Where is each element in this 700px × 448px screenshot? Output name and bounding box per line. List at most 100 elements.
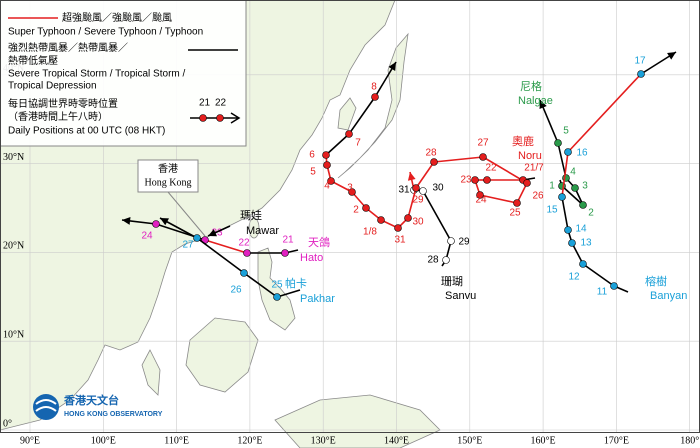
day-label: 5 xyxy=(310,167,316,178)
new-guinea-edge xyxy=(274,394,441,448)
legend-typhoon-en: Super Typhoon / Severe Typhoon / Typhoon xyxy=(8,27,203,38)
day-label: 25 xyxy=(271,280,283,291)
day-label: 7 xyxy=(355,138,361,149)
daily-position xyxy=(579,201,587,209)
day-label: 2 xyxy=(353,205,359,216)
daily-position xyxy=(579,260,587,268)
track-segment xyxy=(479,194,518,204)
daily-position xyxy=(479,153,487,161)
hong-kong-zh: 香港 xyxy=(158,163,178,175)
legend-sample-dot xyxy=(199,114,207,122)
korea xyxy=(337,97,357,131)
borneo xyxy=(185,317,259,393)
daily-position xyxy=(442,256,450,264)
logo-zh: 香港天文台 xyxy=(63,393,119,407)
storm-name-en: Banyan xyxy=(650,290,687,302)
legend-daily-zh-2: （香港時間上午八時） xyxy=(8,110,108,123)
track-segment xyxy=(571,242,584,265)
daily-position xyxy=(430,158,438,166)
day-label: 21 xyxy=(282,235,294,246)
daily-position xyxy=(327,177,335,185)
longitude-label: 160°E xyxy=(531,435,556,446)
storm-name-en: Sanvu xyxy=(445,290,476,302)
track-arrow xyxy=(122,217,131,225)
day-label: 16 xyxy=(576,148,588,159)
daily-position xyxy=(404,214,412,222)
daily-position xyxy=(240,269,248,277)
legend-daily-zh-1: 每日協調世界時零時位置 xyxy=(8,97,118,110)
day-label: 6 xyxy=(309,150,315,161)
storm-name-en: Mawar xyxy=(246,225,279,237)
day-label: 1/8 xyxy=(363,227,377,238)
track-arrow xyxy=(407,172,416,181)
day-label: 28 xyxy=(427,255,439,266)
track-segment xyxy=(276,289,301,298)
track-segment xyxy=(196,237,245,274)
philippines xyxy=(257,247,296,331)
storm-name-en: Noru xyxy=(518,150,542,162)
latitude-label: 20°N xyxy=(3,241,24,252)
day-label: 22 xyxy=(238,238,250,249)
track-segment xyxy=(407,187,417,219)
track-segment xyxy=(561,185,584,206)
day-label: 21/7 xyxy=(524,163,544,174)
storm-name-zh: 珊瑚 xyxy=(441,275,463,288)
hong-kong-en: Hong Kong xyxy=(145,177,192,188)
legend-sample-dot xyxy=(216,114,224,122)
daily-position xyxy=(394,224,402,232)
legend-sample-track xyxy=(190,112,241,124)
day-label: 12 xyxy=(568,272,580,283)
day-label: 26 xyxy=(532,191,544,202)
day-label: 17 xyxy=(634,56,646,67)
longitude-label: 180° xyxy=(680,435,699,446)
day-label: 13 xyxy=(580,238,592,249)
longitude-label: 100°E xyxy=(91,435,116,446)
storm-name-zh: 天鴿 xyxy=(308,235,330,249)
day-label: 11 xyxy=(597,287,608,298)
longitude-label: 130°E xyxy=(311,435,336,446)
track-segment xyxy=(561,151,569,198)
day-label: 3 xyxy=(582,181,588,192)
day-label: 15 xyxy=(546,205,558,216)
track-arrow xyxy=(160,218,169,226)
legend-box xyxy=(0,0,247,147)
daily-position xyxy=(412,184,420,192)
day-label: 25 xyxy=(509,208,521,219)
legend-storm-zh-1: 強烈熱帶風暴／熱帶風暴／ xyxy=(8,41,128,54)
day-label: 27 xyxy=(182,240,194,251)
storm-name-zh: 瑪娃 xyxy=(240,209,262,222)
hong-kong-pointer xyxy=(167,191,206,237)
day-label: 14 xyxy=(575,224,587,235)
legend-storm-zh-2: 熱帶低氣壓 xyxy=(8,54,58,67)
track-arrow xyxy=(539,100,547,109)
day-label: 22 xyxy=(485,163,497,174)
daily-position xyxy=(637,70,645,78)
day-label: 5 xyxy=(563,126,569,137)
day-label: 2 xyxy=(588,208,594,219)
storm-name-zh: 奧鹿 xyxy=(512,134,534,148)
daily-position xyxy=(447,237,455,245)
legend-sample-day: 22 xyxy=(215,98,227,109)
daily-position xyxy=(281,249,289,257)
legend-typhoon-zh: 超強颱風／強颱風／颱風 xyxy=(62,11,172,24)
track-segment xyxy=(433,156,484,163)
day-label: 30 xyxy=(432,183,444,194)
longitude-label: 140°E xyxy=(384,435,409,446)
track-arrow xyxy=(208,229,217,237)
daily-position xyxy=(471,176,479,184)
track-segment xyxy=(204,239,248,254)
day-label: 23 xyxy=(460,175,472,186)
storm-name-zh: 帕卡 xyxy=(285,276,307,290)
day-label: 28 xyxy=(425,148,437,159)
longitude-label: 170°E xyxy=(604,435,629,446)
daily-position xyxy=(564,148,572,156)
legend-daily-en: Daily Positions at 00 UTC (08 HKT) xyxy=(8,126,165,137)
daily-position xyxy=(554,139,562,147)
taiwan xyxy=(248,217,260,239)
legend-storm-en-1: Severe Tropical Storm / Tropical Storm / xyxy=(8,69,186,80)
track-segment xyxy=(582,263,615,287)
track-segment xyxy=(348,96,376,135)
longitude-label: 150°E xyxy=(457,435,482,446)
